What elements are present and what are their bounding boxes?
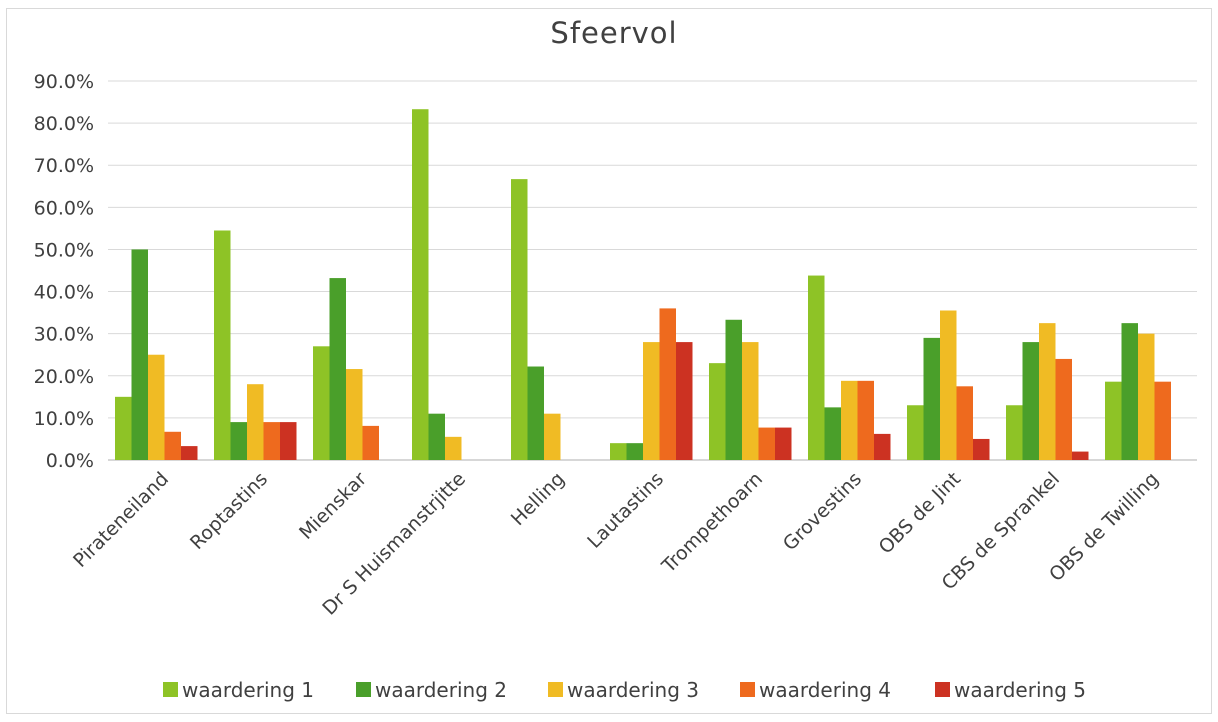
bar-3-trompethoarn bbox=[742, 342, 759, 460]
bar-2-cbs-de-sprankel bbox=[1022, 342, 1039, 460]
x-tick-label: OBS de Jint bbox=[875, 468, 965, 558]
bar-3-helling bbox=[544, 413, 561, 460]
chart-title: Sfeervol bbox=[550, 16, 677, 50]
y-tick-label: 80.0% bbox=[34, 113, 94, 135]
legend-swatch bbox=[740, 682, 755, 697]
bar-5-cbs-de-sprankel bbox=[1072, 451, 1089, 460]
bar-1-cbs-de-sprankel bbox=[1006, 405, 1023, 460]
bar-2-lautastins bbox=[626, 443, 643, 460]
y-tick-label: 30.0% bbox=[34, 324, 94, 346]
bar-1-roptastins bbox=[214, 230, 231, 460]
y-tick-label: 0.0% bbox=[46, 450, 94, 472]
bar-3-grovestins bbox=[841, 380, 858, 460]
bar-4-roptastins bbox=[263, 422, 280, 460]
x-tick-label: Pirateneiland bbox=[69, 468, 173, 572]
bar-4-trompethoarn bbox=[758, 427, 775, 460]
bar-1-obs-de-twilling bbox=[1105, 381, 1122, 460]
legend-label: waardering 4 bbox=[759, 678, 891, 702]
bar-3-pirateneiland bbox=[148, 354, 165, 460]
bar-2-roptastins bbox=[230, 422, 247, 460]
bar-2-helling bbox=[527, 366, 544, 460]
legend-swatch bbox=[356, 682, 371, 697]
y-tick-label: 70.0% bbox=[34, 155, 94, 177]
bar-2-trompethoarn bbox=[725, 319, 742, 460]
bar-4-obs-de-twilling bbox=[1154, 381, 1171, 460]
bar-3-obs-de-jint bbox=[940, 310, 957, 460]
bar-4-lautastins bbox=[659, 308, 676, 460]
legend-label: waardering 1 bbox=[182, 678, 314, 702]
bar-5-lautastins bbox=[676, 342, 693, 460]
legend-label: waardering 3 bbox=[567, 678, 699, 702]
x-tick-label: Grovestins bbox=[779, 468, 866, 555]
bar-4-cbs-de-sprankel bbox=[1055, 358, 1072, 460]
bar-5-grovestins bbox=[874, 433, 891, 460]
bar-2-obs-de-twilling bbox=[1121, 323, 1138, 460]
legend: waardering 1 waardering 2 waardering 3 waar… bbox=[163, 678, 1086, 702]
bar-3-mienskar bbox=[346, 369, 363, 460]
bar-1-trompethoarn bbox=[709, 363, 726, 460]
bar-1-grovestins bbox=[808, 275, 825, 460]
x-tick-label: Helling bbox=[507, 468, 569, 530]
legend-swatch bbox=[935, 682, 950, 697]
y-axis-ticks: 0.0% 10.0% 20.0% 30.0% 40.0% 50.0% 60.0% 70.0% 8… bbox=[34, 71, 94, 472]
bar-5-trompethoarn bbox=[775, 427, 792, 460]
y-tick-label: 20.0% bbox=[34, 366, 94, 388]
bar-4-mienskar bbox=[362, 425, 379, 460]
bar-3-lautastins bbox=[643, 342, 660, 460]
legend-label: waardering 5 bbox=[954, 678, 1086, 702]
bar-2-pirateneiland bbox=[131, 249, 148, 460]
bar-4-grovestins bbox=[857, 380, 874, 460]
x-tick-label: Roptastins bbox=[186, 468, 272, 554]
bar-4-obs-de-jint bbox=[956, 386, 973, 460]
bar-3-roptastins bbox=[247, 384, 264, 460]
legend-swatch bbox=[163, 682, 178, 697]
bar-2-mienskar bbox=[329, 278, 346, 460]
x-tick-label: Trompethoarn bbox=[657, 468, 767, 578]
bar-1-lautastins bbox=[610, 443, 627, 460]
bar-2-obs-de-jint bbox=[923, 337, 940, 460]
bar-1-pirateneiland bbox=[115, 396, 132, 460]
legend-label: waardering 2 bbox=[375, 678, 507, 702]
y-tick-label: 90.0% bbox=[34, 71, 94, 93]
bar-5-pirateneiland bbox=[181, 446, 198, 460]
chart-frame bbox=[6, 8, 1212, 714]
x-tick-label: OBS de Twilling bbox=[1045, 468, 1163, 586]
y-tick-label: 10.0% bbox=[34, 408, 94, 430]
bar-4-pirateneiland bbox=[164, 431, 181, 460]
bar-1-helling bbox=[511, 179, 528, 460]
bars bbox=[115, 109, 1171, 460]
y-tick-label: 60.0% bbox=[34, 197, 94, 219]
bar-1-mienskar bbox=[313, 346, 330, 460]
y-tick-label: 40.0% bbox=[34, 282, 94, 304]
bar-5-roptastins bbox=[280, 422, 297, 460]
bar-3-obs-de-twilling bbox=[1138, 333, 1155, 460]
x-tick-label: Mienskar bbox=[295, 468, 371, 544]
y-tick-label: 50.0% bbox=[34, 239, 94, 261]
bar-3-cbs-de-sprankel bbox=[1039, 323, 1056, 460]
legend-swatch bbox=[548, 682, 563, 697]
bar-5-obs-de-jint bbox=[973, 438, 990, 460]
bar-2-dr-s-huismanstrjitte bbox=[428, 413, 445, 460]
bar-2-grovestins bbox=[824, 407, 841, 460]
bar-1-dr-s-huismanstrjitte bbox=[412, 109, 429, 460]
bar-1-obs-de-jint bbox=[907, 405, 924, 460]
x-tick-label: Lautastins bbox=[583, 468, 668, 553]
bar-3-dr-s-huismanstrjitte bbox=[445, 436, 462, 460]
